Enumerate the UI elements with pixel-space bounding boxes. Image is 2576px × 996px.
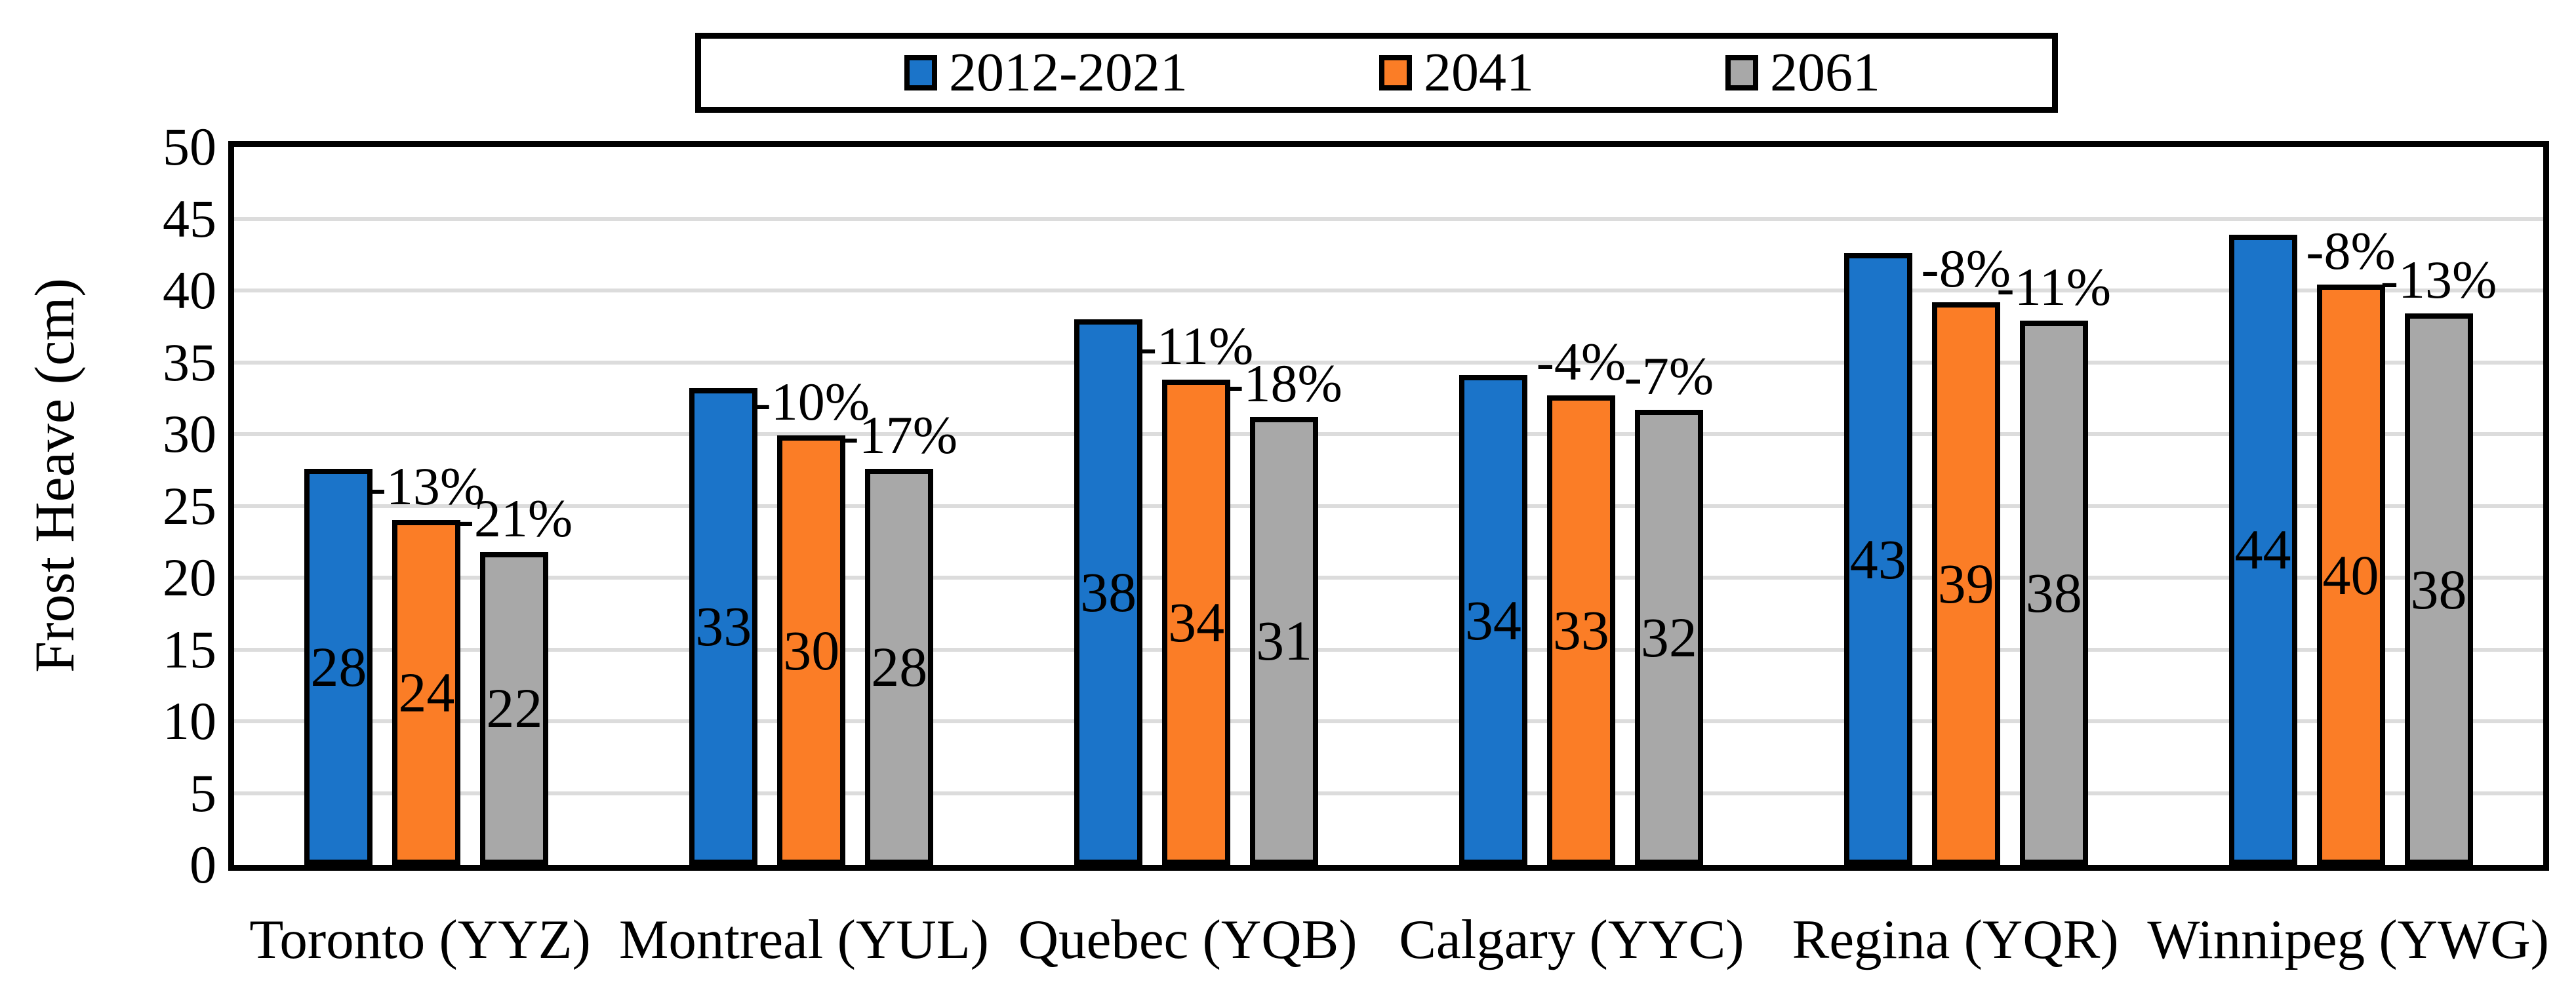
bar-value-label: 33 [695,595,752,658]
bar-group: 38 34 -11% 31 -18% [1004,147,1389,865]
bar: 33 [689,388,758,865]
gridline [234,791,2543,795]
bar-value-label: 44 [2234,518,2291,582]
bar: 24 -13% [369,460,485,865]
bar: 39 -8% [1921,241,2011,865]
y-tick-label: 5 [190,763,216,823]
pct-change-label: -18% [1226,353,1342,413]
legend-entry: 2061 [1725,45,1880,100]
gridline [234,289,2543,292]
bar-groups: 28 24 -13% 22 -21% 33 30 -10% 28 -17% 38 34 -11% 31 -1… [234,147,2543,865]
bar-value-label: 38 [2410,557,2467,621]
bar: 28 -17% [841,408,957,865]
pct-change-label: -17% [841,405,958,465]
y-tick-label: 35 [163,332,216,392]
pct-change-label: -4% [1536,331,1626,391]
y-tick-label: 0 [190,835,216,894]
legend-entry: 2012-2021 [904,45,1188,100]
bar-value-label: 32 [1640,605,1697,669]
bar: 38 [1074,319,1143,865]
bar-value-label: 34 [1168,590,1225,654]
y-tick-label: 20 [163,548,216,607]
y-tick-label: 10 [163,691,216,751]
gridline [234,719,2543,723]
pct-change-label: -13% [368,456,485,517]
legend-swatch-icon [904,55,937,90]
bar-value-label: 40 [2322,543,2379,607]
bar-group: 43 39 -8% 38 -11% [1773,147,2158,865]
y-tick-label: 15 [163,619,216,679]
x-category-label: Quebec (YQB) [1018,909,1358,970]
pct-change-label: -11% [1996,257,2112,317]
bar-value-label: 38 [2025,561,2082,624]
gridline [234,504,2543,508]
bar: 34 [1459,375,1527,865]
chart-legend: 2012-2021 2041 2061 [695,33,2058,113]
bar: 38 -13% [2381,253,2497,865]
bar-value-label: 28 [310,635,367,698]
legend-label: 2041 [1423,42,1534,103]
pct-change-label: -10% [753,372,870,432]
gridline [234,432,2543,436]
bar: 34 -11% [1139,319,1253,865]
bar: 38 -11% [1996,260,2111,865]
bar-value-label: 43 [1849,527,1906,591]
bar: 43 [1843,253,1912,865]
pct-change-label: -13% [2380,250,2497,310]
y-axis-tick-labels: 0 5 10 15 20 25 30 35 40 45 50 [26,120,216,892]
y-tick-label: 25 [163,475,216,536]
legend-swatch-icon [1379,55,1412,90]
pct-change-label: -7% [1624,346,1714,406]
bar-group: 33 30 -10% 28 -17% [619,147,1004,865]
bar: 44 [2228,234,2297,865]
plot-area: 28 24 -13% 22 -21% 33 30 -10% 28 -17% 38 34 -11% 31 -1… [228,141,2549,871]
gridline [234,576,2543,580]
x-category-label: Regina (YQR) [1792,909,2119,970]
bar-group: 34 33 -4% 32 -7% [1388,147,1773,865]
bar: 40 -8% [2306,224,2396,865]
legend-entry: 2041 [1379,45,1534,100]
y-tick-label: 45 [163,188,216,249]
bar: 31 -18% [1226,356,1342,865]
gridline [234,360,2543,365]
bar-value-label: 30 [783,618,840,682]
pct-change-label: -21% [456,488,573,548]
legend-swatch-icon [1725,55,1758,90]
pct-change-label: -11% [1138,315,1254,376]
bar: 22 -21% [456,491,573,865]
bar-value-label: 24 [398,661,455,725]
y-tick-label: 30 [163,404,216,464]
bar-group: 44 40 -8% 38 -13% [2158,147,2543,865]
pct-change-label: -8% [2306,221,2396,281]
gridline [234,647,2543,652]
x-axis-category-labels: Toronto (YYZ) Montreal (YUL) Quebec (YQB) C… [228,908,2549,972]
legend-label: 2061 [1769,42,1880,103]
bar: 32 -7% [1624,349,1714,865]
bar-value-label: 28 [871,635,928,698]
x-category-label: Calgary (YYC) [1399,909,1744,970]
bar: 28 [304,468,373,865]
bar-value-label: 31 [1256,609,1313,673]
bar: 30 -10% [753,375,870,865]
x-category-label: Montreal (YUL) [618,909,989,970]
gridline [234,216,2543,221]
y-tick-label: 40 [163,260,216,320]
legend-label: 2012-2021 [949,42,1188,103]
x-category-label: Toronto (YYZ) [249,909,591,970]
bar-value-label: 39 [1937,551,1994,615]
pct-change-label: -8% [1921,238,2011,298]
bar-value-label: 34 [1464,588,1521,652]
x-category-label: Winnipeg (YWG) [2147,909,2549,970]
bar-value-label: 22 [486,677,543,740]
y-tick-label: 50 [163,117,216,176]
bar-value-label: 33 [1552,598,1609,662]
bar: 33 -4% [1537,334,1626,865]
bar-value-label: 38 [1080,560,1137,624]
bar-group: 28 24 -13% 22 -21% [234,147,619,865]
